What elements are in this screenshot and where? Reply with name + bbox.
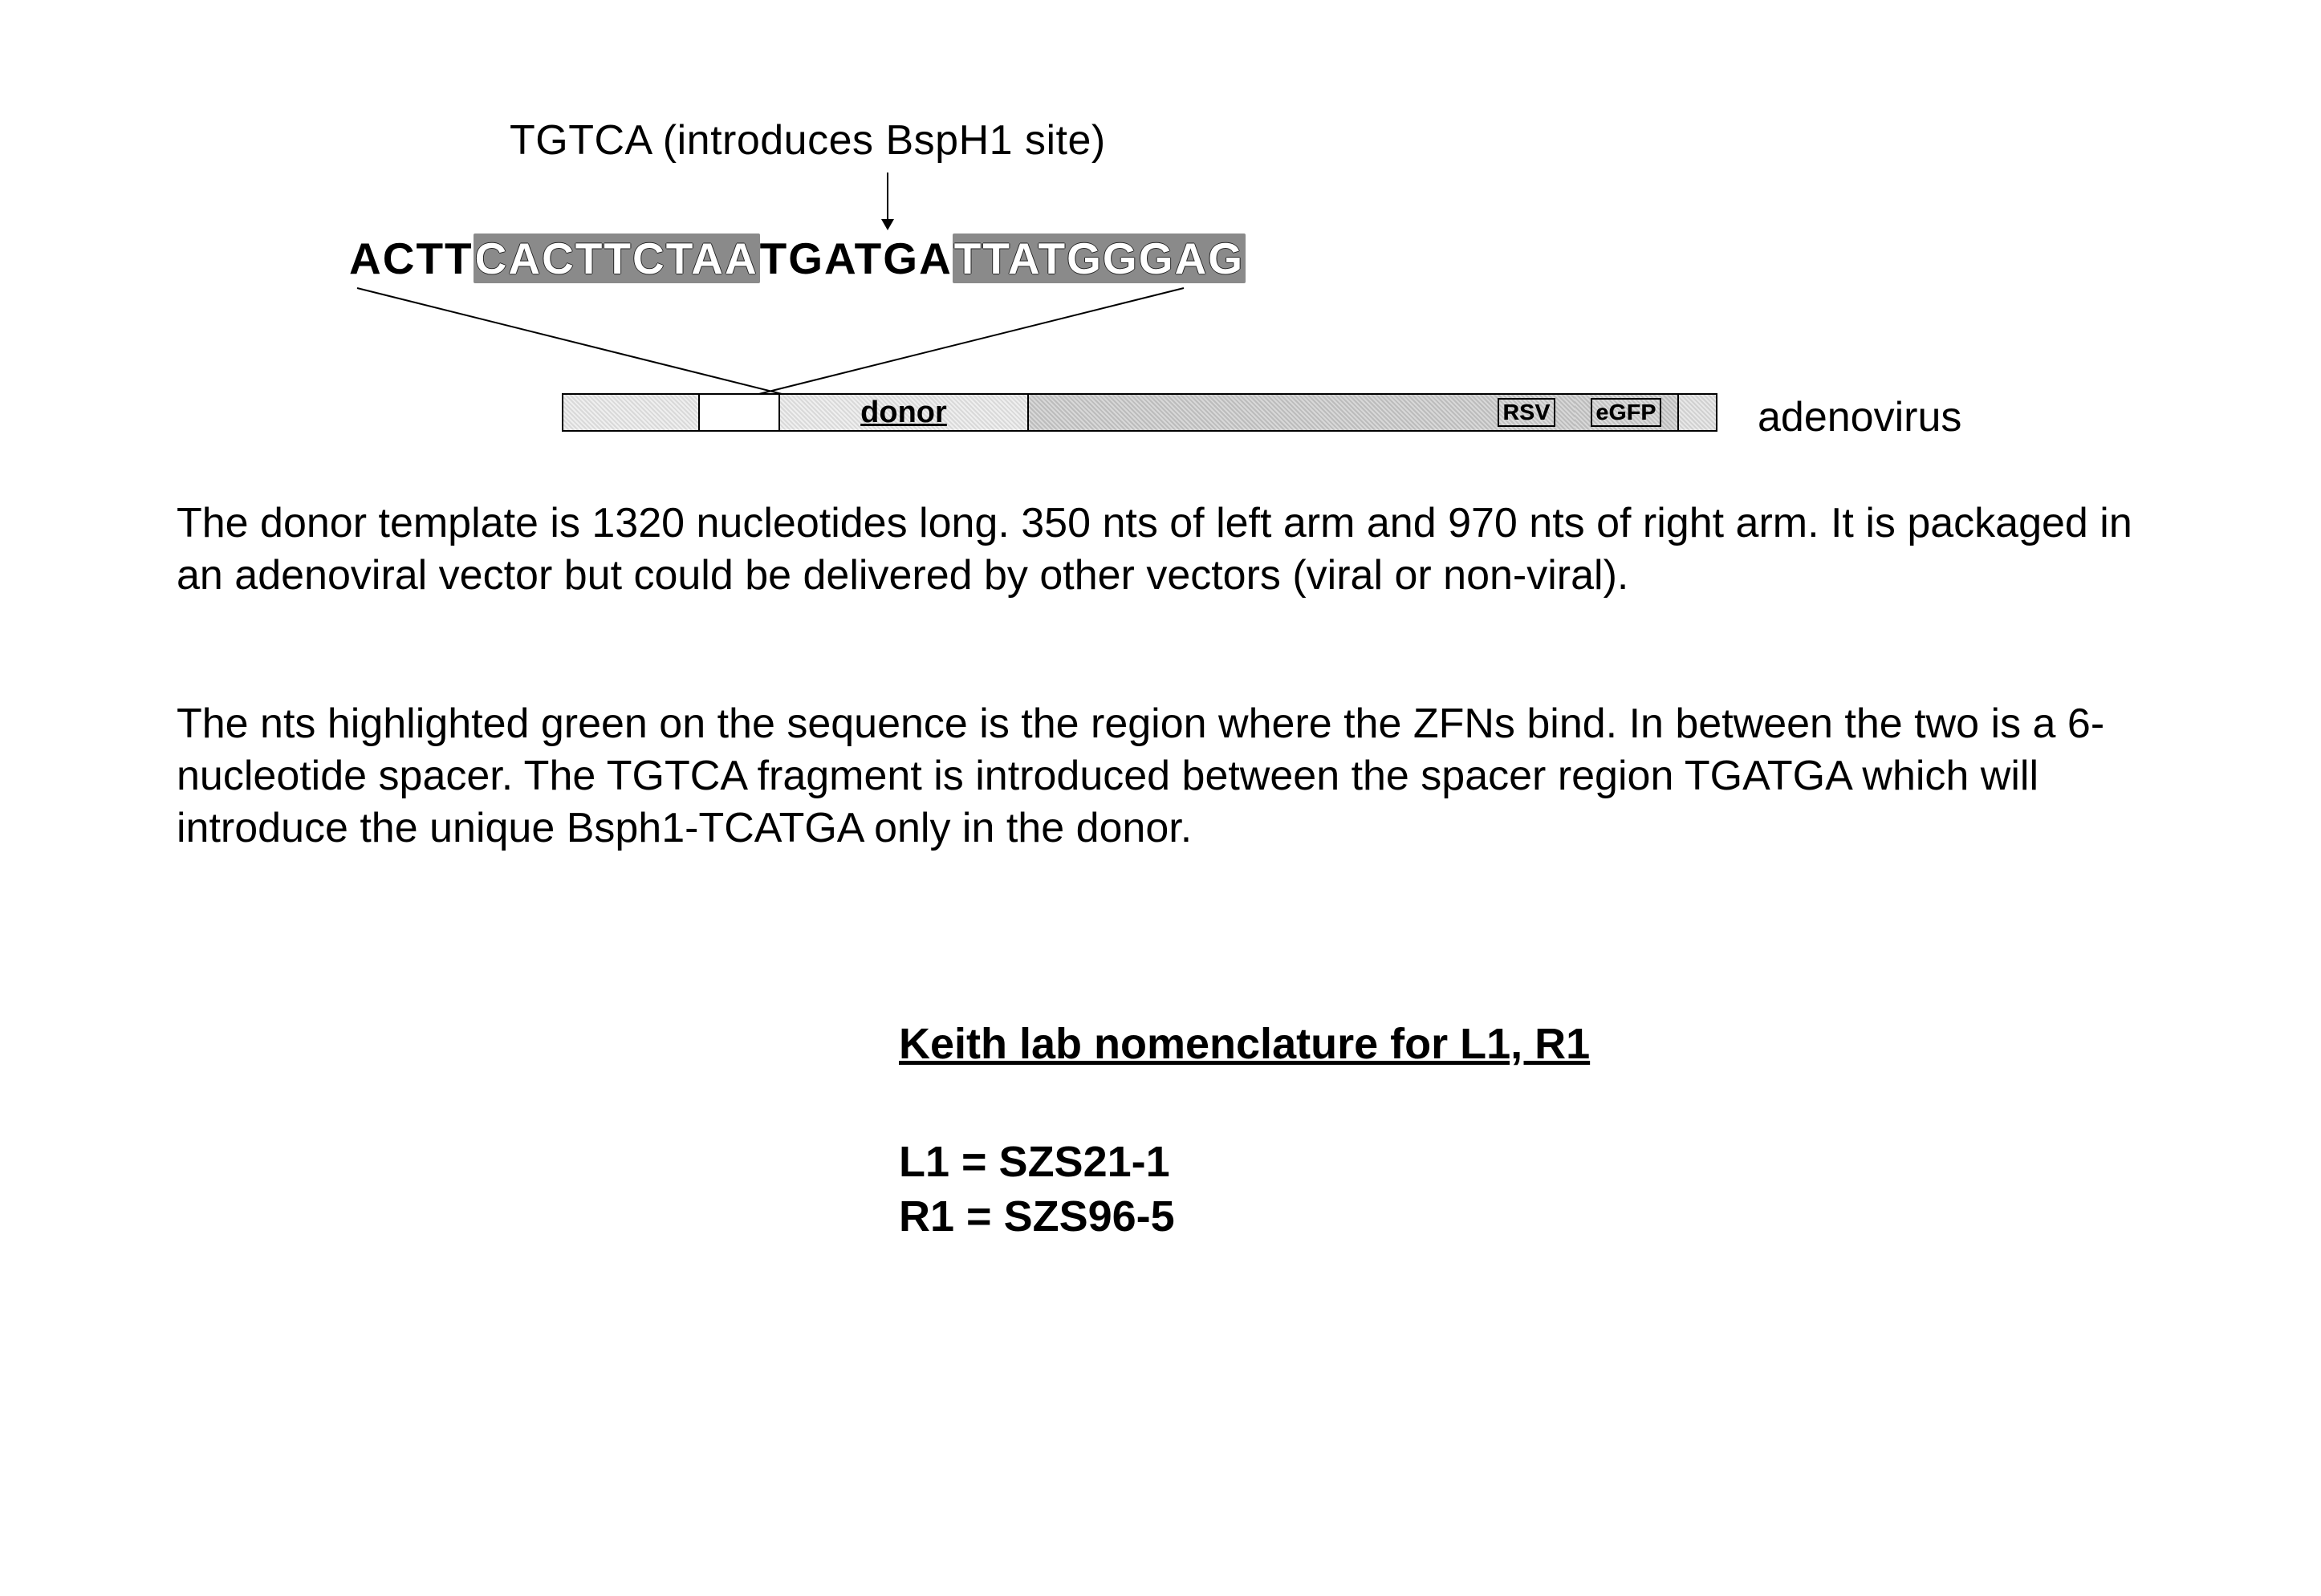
zfn-left-site: CACTTCTAA [474, 234, 760, 283]
egfp-label: eGFP [1591, 398, 1660, 427]
donor-seg-egfp: eGFP [1575, 395, 1679, 430]
donor-construct-bar: donor RSV eGFP [562, 393, 1717, 432]
donor-seg-spacer [1029, 395, 1478, 430]
figure-page: TGTCA (introduces BspH1 site) ACTTCACTTC… [0, 0, 2321, 1596]
donor-seg-donor: donor [780, 395, 1029, 430]
rsv-label: RSV [1498, 398, 1555, 427]
connector-line-left [357, 287, 798, 399]
paragraph-1: The donor template is 1320 nucleotides l… [177, 497, 2144, 602]
donor-seg-gap [700, 395, 780, 430]
zfn-right-site: TTATGGGAG [953, 234, 1246, 283]
insert-arrow-icon [887, 173, 888, 229]
donor-seg-1 [563, 395, 700, 430]
sequence-spacer: TGATGA [760, 234, 953, 283]
nomenclature-title: Keith lab nomenclature for L1, R1 [899, 1019, 1590, 1069]
connector-line-right [747, 287, 1184, 397]
adenovirus-label: adenovirus [1758, 393, 1961, 441]
sequence-prefix: ACTT [349, 234, 474, 283]
donor-seg-rsv: RSV [1478, 395, 1575, 430]
donor-seg-end [1679, 395, 1716, 430]
nomenclature-r1: R1 = SZS96-5 [899, 1190, 1175, 1245]
sequence-row: ACTTCACTTCTAATGATGATTATGGGAG [349, 233, 1246, 284]
nomenclature-lines: L1 = SZS21-1 R1 = SZS96-5 [899, 1135, 1175, 1244]
paragraph-2: The nts highlighted green on the sequenc… [177, 698, 2144, 855]
insert-label: TGTCA (introduces BspH1 site) [510, 116, 1106, 164]
donor-label: donor [860, 396, 947, 430]
nomenclature-l1: L1 = SZS21-1 [899, 1135, 1175, 1190]
